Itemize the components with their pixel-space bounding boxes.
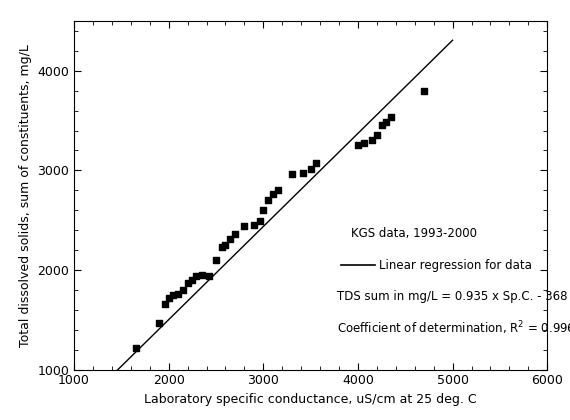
Point [420,87,429,94]
Text: Linear regression for data: Linear regression for data [379,259,532,271]
Point [183,280,192,286]
Point [353,141,363,148]
Point [169,291,178,298]
Point [154,320,164,326]
Point [188,277,197,284]
Point [211,257,221,263]
Point [382,118,391,125]
Point [221,242,230,249]
Point [263,197,272,204]
Text: Coefficient of determination, $\mathregular{R^2}$ = 0.9969: Coefficient of determination, $\mathregu… [337,319,570,336]
Point [273,187,282,194]
Point [372,131,381,138]
Point [205,273,214,279]
Point [217,244,226,250]
Text: TDS sum in mg/L = 0.935 x Sp.C. - 368: TDS sum in mg/L = 0.935 x Sp.C. - 368 [337,290,567,303]
Point [226,236,235,242]
Point [174,291,183,297]
Point [164,294,173,301]
X-axis label: Laboratory specific conductance, uS/cm at 25 deg. C: Laboratory specific conductance, uS/cm a… [144,393,477,406]
Text: KGS data, 1993-2000: KGS data, 1993-2000 [351,227,477,240]
Point [287,171,296,178]
Point [386,113,396,120]
Y-axis label: Total dissolved solids, sum of constituents, mg/L: Total dissolved solids, sum of constitue… [19,44,32,347]
Point [255,218,264,225]
Point [268,191,278,198]
Point [368,136,377,143]
Point [306,166,315,173]
Point [230,231,239,237]
Point [197,272,206,278]
Point [359,139,368,146]
Point [240,223,249,230]
Point [299,170,308,177]
Point [160,300,169,307]
Point [192,273,201,279]
Point [259,207,268,214]
Point [312,160,321,167]
Point [131,344,140,351]
Point [249,222,258,228]
Point [377,121,386,128]
Point [178,286,188,293]
